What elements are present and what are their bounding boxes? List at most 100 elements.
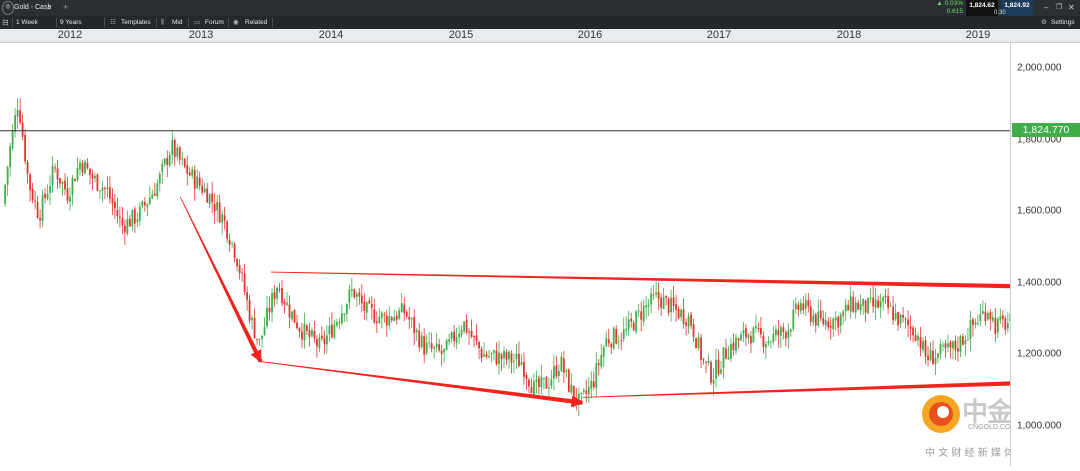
- search-icon[interactable]: ⌕: [47, 1, 51, 14]
- trend-arrow[interactable]: [271, 272, 1010, 289]
- restore-icon[interactable]: ❐: [1056, 0, 1062, 13]
- candlestick-chart[interactable]: [0, 43, 1010, 466]
- candle-down: [376, 321, 378, 323]
- candle-up: [588, 387, 590, 394]
- cngold-watermark: 中金网 CNGOLD.COM.CN 中 文 财 经 新 媒 体: [920, 388, 1010, 466]
- candle-down: [67, 188, 69, 200]
- candle-down: [837, 317, 839, 328]
- candle-up: [922, 341, 924, 350]
- candle-up: [181, 159, 183, 160]
- minimize-icon[interactable]: –: [1044, 0, 1048, 13]
- candle-up: [917, 336, 919, 341]
- add-tab-button[interactable]: +: [63, 0, 68, 13]
- candle-up: [343, 314, 345, 315]
- candle-up: [940, 344, 942, 354]
- candle-up: [428, 342, 430, 343]
- templates-button[interactable]: Templates: [121, 16, 151, 29]
- candle-down: [545, 377, 547, 388]
- candle-down: [920, 337, 922, 348]
- candle-down: [630, 319, 632, 322]
- current-price-badge: 1,824.770: [1012, 123, 1080, 137]
- candle-down: [279, 289, 281, 290]
- candle-down: [27, 162, 29, 174]
- candle-up: [348, 290, 350, 303]
- candle-up: [458, 334, 460, 337]
- interval-select[interactable]: 1 Week: [16, 16, 38, 29]
- candle-down: [244, 274, 246, 292]
- candle-up: [748, 334, 750, 338]
- candle-up: [7, 167, 9, 185]
- candle-down: [373, 309, 375, 322]
- candle-up: [49, 186, 51, 193]
- candle-up: [618, 341, 620, 342]
- candle-down: [179, 147, 181, 159]
- forum-button[interactable]: Forum: [205, 16, 224, 29]
- candle-up: [653, 295, 655, 296]
- candle-up: [553, 366, 555, 378]
- candle-up: [600, 355, 602, 366]
- candle-down: [363, 302, 365, 311]
- eye-icon: ◉: [233, 16, 239, 29]
- related-button[interactable]: Related: [245, 16, 267, 29]
- instrument-tab[interactable]: Gold - Cash: [14, 1, 51, 14]
- mid-button[interactable]: Mid: [172, 16, 182, 29]
- candle-up: [42, 195, 44, 221]
- candle-up: [713, 380, 715, 384]
- candle-down: [37, 202, 39, 218]
- candle-down: [710, 362, 712, 383]
- candle-down: [718, 360, 720, 375]
- layout-icon[interactable]: ⊟: [2, 16, 9, 29]
- candle-up: [997, 319, 999, 333]
- candle-up: [930, 349, 932, 360]
- candle-up: [825, 320, 827, 325]
- candle-down: [396, 316, 398, 320]
- candle-down: [777, 330, 779, 335]
- candle-up: [461, 330, 463, 335]
- price-chart[interactable]: 中金网 CNGOLD.COM.CN 中 文 财 经 新 媒 体: [0, 43, 1010, 466]
- candle-up: [381, 313, 383, 318]
- candle-down: [54, 168, 56, 169]
- close-icon[interactable]: ✕: [1068, 0, 1075, 13]
- candle-down: [989, 312, 991, 319]
- candle-up: [141, 201, 143, 206]
- candle-up: [311, 330, 313, 335]
- candle-down: [887, 296, 889, 307]
- candle-up: [900, 314, 902, 324]
- candle-up: [231, 243, 233, 244]
- candle-down: [22, 123, 24, 137]
- candle-down: [64, 181, 66, 190]
- candle-down: [912, 328, 914, 336]
- candle-down: [473, 336, 475, 337]
- candle-down: [962, 336, 964, 345]
- candle-down: [466, 320, 468, 333]
- settings-button[interactable]: Settings: [1051, 16, 1075, 29]
- range-select[interactable]: 9 Years: [60, 16, 82, 29]
- candle-up: [508, 352, 510, 359]
- candle-down: [299, 328, 301, 332]
- year-label: 2015: [449, 29, 473, 42]
- candle-down: [316, 339, 318, 346]
- instrument-icon[interactable]: ◎: [2, 1, 14, 15]
- candle-up: [560, 357, 562, 371]
- candle-up: [366, 302, 368, 312]
- candle-down: [129, 219, 131, 227]
- candle-down: [361, 296, 363, 304]
- candle-down: [214, 204, 216, 211]
- candle-up: [151, 194, 153, 198]
- candle-up: [443, 349, 445, 352]
- candle-down: [309, 330, 311, 337]
- candle-down: [229, 240, 231, 245]
- candle-up: [176, 148, 178, 157]
- candle-up: [398, 310, 400, 318]
- candle-down: [121, 218, 123, 225]
- candle-up: [259, 339, 261, 340]
- candle-up: [645, 305, 647, 307]
- candle-down: [408, 317, 410, 320]
- candle-down: [34, 200, 36, 201]
- trend-arrow-head: [260, 360, 261, 362]
- candle-up: [975, 322, 977, 324]
- candle-down: [254, 318, 256, 338]
- price-tick-label: 1,600.000: [1017, 206, 1062, 217]
- candle-down: [59, 178, 61, 183]
- candle-up: [999, 316, 1001, 320]
